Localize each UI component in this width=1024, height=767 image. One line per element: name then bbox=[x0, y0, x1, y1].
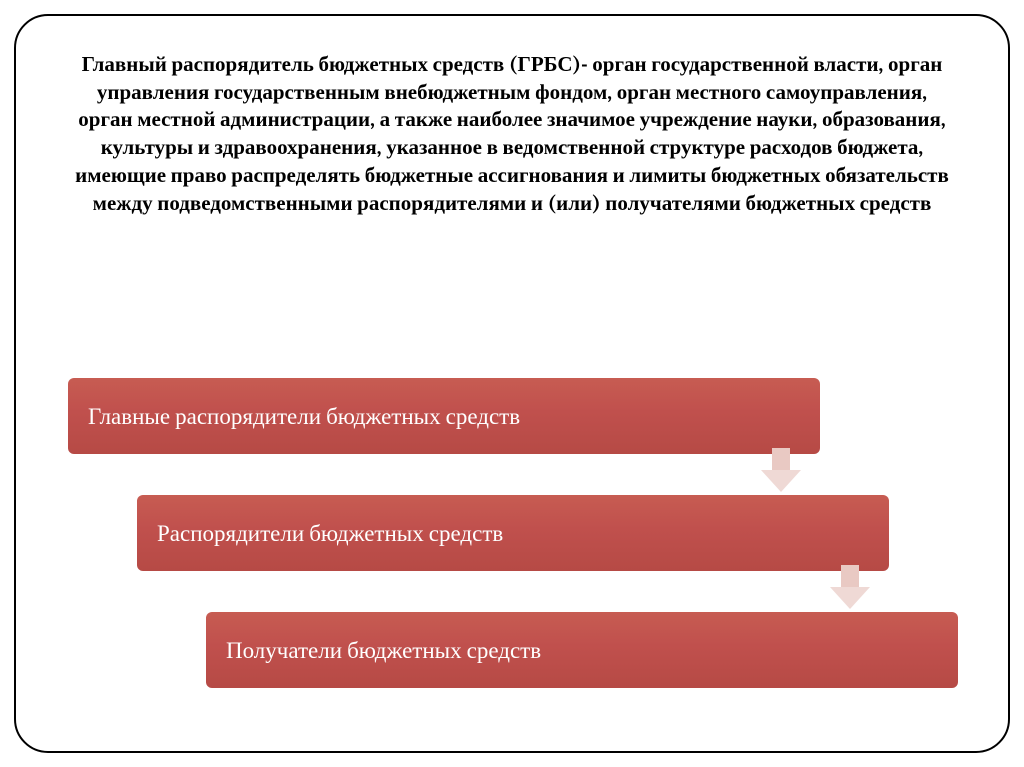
arrow-1 bbox=[761, 448, 801, 492]
step-2: Распорядители бюджетных средств bbox=[137, 495, 889, 571]
arrow-1-shaft bbox=[772, 448, 790, 472]
step-3: Получатели бюджетных средств bbox=[206, 612, 958, 688]
step-3-label: Получатели бюджетных средств bbox=[226, 637, 541, 664]
arrow-1-head bbox=[761, 470, 801, 492]
arrow-2-head bbox=[830, 587, 870, 609]
arrow-2 bbox=[830, 565, 870, 609]
slide: Главный распорядитель бюджетных средств … bbox=[0, 0, 1024, 767]
step-1-label: Главные распорядители бюджетных средств bbox=[88, 403, 520, 430]
step-2-label: Распорядители бюджетных средств bbox=[157, 520, 503, 547]
definition-paragraph: Главный распорядитель бюджетных средств … bbox=[74, 52, 950, 218]
arrow-2-shaft bbox=[841, 565, 859, 589]
step-1: Главные распорядители бюджетных средств bbox=[68, 378, 820, 454]
